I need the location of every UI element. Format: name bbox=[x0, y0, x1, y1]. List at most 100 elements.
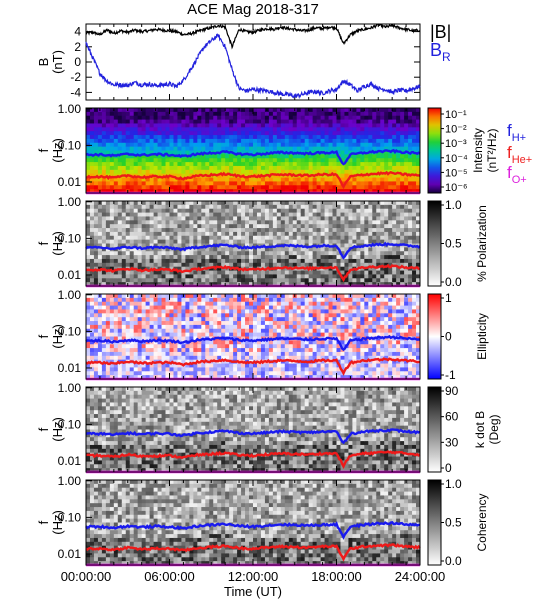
y-tick-label: 2 bbox=[74, 40, 81, 54]
colorbar-tick-label: 0.5 bbox=[445, 516, 462, 530]
y-axis-unit: (Hz) bbox=[50, 231, 65, 256]
y-tick-label: 1.00 bbox=[58, 102, 82, 116]
colorbar-scale bbox=[427, 107, 442, 194]
colorbar-tick-label: 90 bbox=[445, 384, 459, 398]
legend-magnitude: |B| bbox=[430, 22, 451, 42]
colorbar-tick-label: 10⁻⁶ bbox=[445, 182, 468, 194]
curve-fhe bbox=[85, 543, 421, 562]
y-axis-unit: (Hz) bbox=[50, 417, 65, 442]
colorbar-coherency: 1.0 0.5 0.0 Coherency bbox=[427, 477, 489, 568]
panel-b-field: 420-2-4 B (nT) |B| BR bbox=[36, 22, 451, 101]
series-line-magnitude bbox=[85, 23, 421, 50]
legend-radial: BR bbox=[430, 40, 451, 64]
x-axis: 00:00:00 06:00:00 12:00:00 18:00:00 24:00:00 bbox=[61, 569, 446, 584]
curve-fh bbox=[85, 428, 421, 445]
colorbar-label: % Polarization bbox=[475, 205, 489, 282]
y-tick-label: 1.00 bbox=[58, 381, 82, 395]
colorbar-tick-label: 0.5 bbox=[445, 237, 462, 251]
y-tick-label: -4 bbox=[70, 85, 81, 99]
x-tick-label: 00:00:00 bbox=[61, 569, 112, 584]
y-tick-label: 4 bbox=[74, 25, 81, 39]
curve-fhe bbox=[85, 263, 421, 283]
x-tick-label: 18:00:00 bbox=[311, 569, 362, 584]
colorbar-tick-label: -1 bbox=[445, 368, 456, 382]
colorbar-tick-label: 10⁻³ bbox=[445, 138, 467, 150]
y-ticks: 420-2-4 bbox=[70, 25, 420, 99]
colorbar-tick-label: 1.0 bbox=[445, 477, 462, 491]
y-axis-label: f bbox=[36, 241, 51, 245]
y-tick-label: 0 bbox=[74, 55, 81, 69]
colorbar-scale bbox=[427, 386, 442, 473]
y-tick-label: 0.01 bbox=[58, 361, 82, 375]
curve-fh bbox=[85, 241, 421, 260]
y-tick-label: 0.10 bbox=[58, 324, 82, 338]
colorbar-tick-label: 30 bbox=[445, 435, 459, 449]
legend-f-h: fH+ bbox=[507, 121, 526, 144]
panel-intensity: 1.000.100.01f (Hz)10⁻¹10⁻²10⁻³10⁻⁴10⁻⁵10⁻… bbox=[36, 102, 499, 195]
figure-title: ACE Mag 2018-317 bbox=[187, 1, 319, 18]
legend-f-he: fHe+ bbox=[507, 143, 532, 166]
colorbar-scale bbox=[427, 200, 442, 287]
y-axis-label: f bbox=[36, 334, 51, 338]
colorbar-polarization: 1.0 0.5 0.0 % Polarization bbox=[427, 198, 489, 289]
y-axis-unit: (Hz) bbox=[50, 138, 65, 163]
colorbar-label: Coherency bbox=[475, 493, 489, 551]
y-tick-label: 0.10 bbox=[58, 417, 82, 431]
x-minor-ticks bbox=[85, 24, 421, 100]
spectrogram-intensity bbox=[86, 108, 421, 194]
y-tick-label: 0.10 bbox=[58, 510, 82, 524]
y-tick-label: 1.00 bbox=[58, 474, 82, 488]
y-tick-label: 0.01 bbox=[58, 547, 82, 561]
colorbar-tick-label: 0.0 bbox=[445, 275, 462, 289]
colorbar-tick-label: 1.0 bbox=[445, 198, 462, 212]
colorbar-ellipticity: 1 0 -1 Ellipticity bbox=[427, 291, 489, 382]
spectrogram-k-dot-b bbox=[86, 387, 421, 473]
y-tick-label: 0.01 bbox=[58, 175, 82, 189]
curve-fhe bbox=[86, 170, 421, 190]
colorbar-label: Intensity bbox=[471, 128, 485, 173]
y-axis-label: f bbox=[36, 427, 51, 431]
colorbar-scale bbox=[427, 479, 442, 566]
panel-coherency: 1.00 0.10 0.01 f (Hz) 1.0 0.5 0.0 Coherency bbox=[36, 474, 489, 568]
colorbar-tick-label: 0.0 bbox=[445, 554, 462, 568]
gyrofreq-legend: fH+ fHe+ fO+ bbox=[507, 121, 532, 186]
curve-fh bbox=[85, 334, 421, 352]
y-axis-unit: (nT) bbox=[50, 50, 65, 74]
y-tick-label: 0.01 bbox=[58, 268, 82, 282]
panel-polarization: 1.00 0.10 0.01 f (Hz) 1.0 0.5 0.0 % Polarization bbox=[36, 195, 489, 289]
x-tick-label: 12:00:00 bbox=[228, 569, 279, 584]
colorbar-tick-label: 60 bbox=[445, 410, 459, 424]
colorbar-label: (nT²/Hz) bbox=[485, 129, 499, 173]
y-axis-label: f bbox=[36, 148, 51, 152]
colorbar-label: Ellipticity bbox=[475, 313, 489, 360]
colorbar-tick-label: 10⁻⁵ bbox=[445, 167, 468, 179]
panel-ellipticity: 1.00 0.10 0.01 f (Hz) 1 0 -1 Ellipticity bbox=[36, 288, 489, 382]
x-tick-label: 24:00:00 bbox=[395, 569, 446, 584]
y-tick-label: 0.10 bbox=[58, 138, 82, 152]
colorbar-k-dot-b: 90 60 30 0 k dot B (Deg) bbox=[427, 384, 501, 475]
curve-fh bbox=[85, 520, 421, 540]
y-tick-label: 1.00 bbox=[58, 195, 82, 209]
curve-fhe bbox=[85, 357, 420, 376]
curve-fhe bbox=[85, 450, 421, 469]
colorbar-tick-label: 10⁻¹ bbox=[445, 109, 467, 121]
y-tick-label: -2 bbox=[70, 70, 81, 84]
y-axis-unit: (Hz) bbox=[50, 324, 65, 349]
series-lines bbox=[85, 23, 421, 100]
spectrogram-polarization bbox=[86, 201, 421, 287]
series-line-radial bbox=[85, 33, 421, 100]
colorbar-tick-label: 1 bbox=[445, 291, 452, 305]
colorbar-tick-label: 0 bbox=[445, 461, 452, 475]
y-axis-unit: (Hz) bbox=[50, 510, 65, 535]
colorbar-label: (Deg) bbox=[487, 414, 501, 444]
colorbar-tick-label: 0 bbox=[445, 330, 452, 344]
spectrogram-ellipticity bbox=[86, 294, 421, 380]
y-tick-label: 1.00 bbox=[58, 288, 82, 302]
y-axis-label: B bbox=[36, 58, 51, 67]
panel-k-dot-b: 1.00 0.10 0.01 f (Hz) 90 60 30 0 k dot B (Deg) bbox=[36, 381, 501, 475]
y-tick-label: 0.01 bbox=[58, 454, 82, 468]
y-tick-label: 0.10 bbox=[58, 231, 82, 245]
colorbar-label: k dot B bbox=[473, 411, 487, 448]
spectrogram-coherency bbox=[86, 480, 421, 566]
